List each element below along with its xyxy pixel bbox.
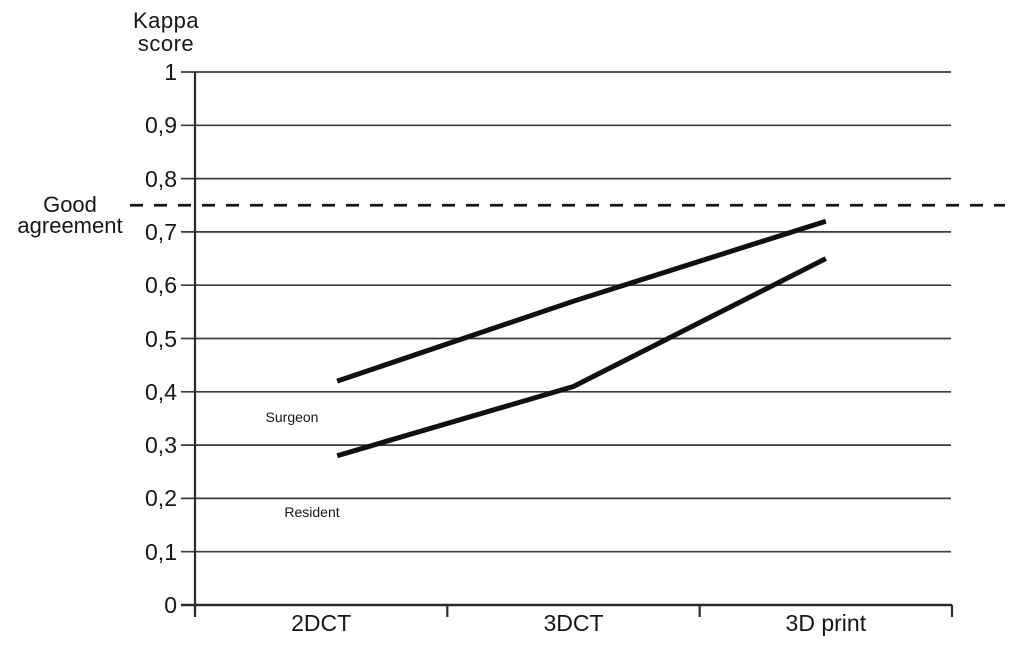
series-line-resident xyxy=(336,256,827,459)
threshold-label-line1: Good xyxy=(43,192,97,217)
threshold-label: Good agreement xyxy=(10,192,130,238)
series-line-surgeon xyxy=(336,218,827,384)
x-tick-label: 2DCT xyxy=(291,610,352,636)
threshold-label-line2: agreement xyxy=(17,213,123,238)
y-tick-label: 1 xyxy=(164,59,177,85)
y-tick-label: 0,1 xyxy=(145,538,177,565)
y-tick-label: 0,5 xyxy=(145,325,177,352)
series-label-surgeon: Surgeon xyxy=(265,409,319,425)
y-tick-label: 0 xyxy=(164,592,177,618)
series-label-resident: Resident xyxy=(284,504,340,520)
x-tick-label: 3DCT xyxy=(543,610,604,636)
y-axis-title-line1: Kappa xyxy=(132,8,200,33)
y-tick-label: 0,2 xyxy=(145,485,177,512)
y-axis-title: Kappa score xyxy=(104,9,228,55)
y-tick-label: 0,6 xyxy=(145,272,177,299)
y-tick-label: 0,8 xyxy=(145,165,177,192)
y-tick-label: 0,9 xyxy=(145,112,177,139)
y-axis-title-line2: score xyxy=(137,31,195,56)
y-tick-label: 0,3 xyxy=(145,432,177,459)
y-tick-label: 0,7 xyxy=(145,218,177,245)
y-tick-label: 0,4 xyxy=(145,378,177,405)
x-tick-label: 3D print xyxy=(785,610,867,636)
